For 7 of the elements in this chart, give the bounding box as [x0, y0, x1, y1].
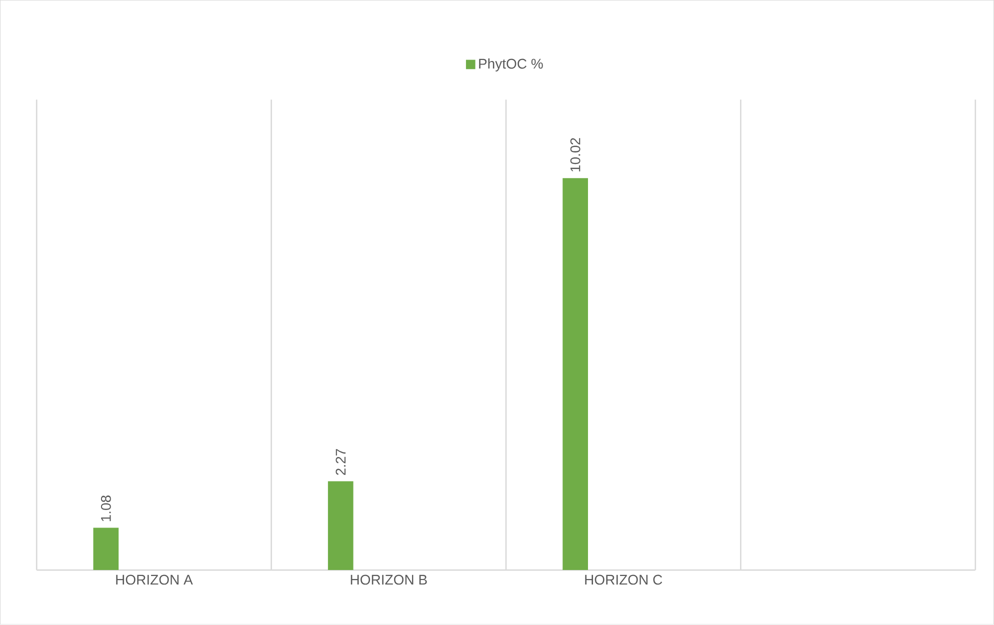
x-tick-label: HORIZON A: [116, 574, 193, 585]
x-tick-label: HORIZON C: [585, 574, 662, 585]
legend-label: PhytOC %: [479, 58, 543, 72]
data-label: 1.08: [100, 496, 111, 522]
data-label: 10.02: [570, 138, 580, 172]
x-tick-label: HORIZON B: [350, 574, 427, 585]
data-label: 2.27: [336, 449, 346, 476]
